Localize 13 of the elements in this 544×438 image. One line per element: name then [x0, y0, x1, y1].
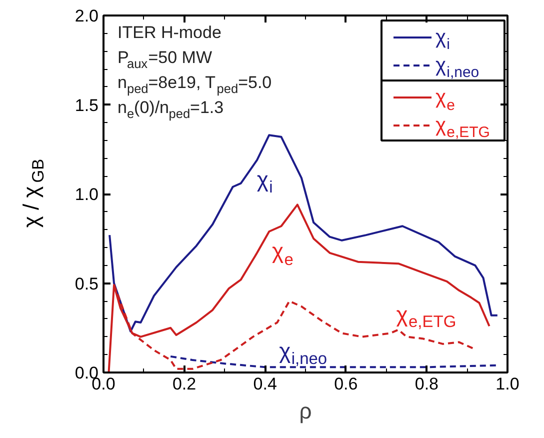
- x-tick-label: 0.2: [172, 374, 196, 394]
- y-tick-label: 1.5: [74, 96, 99, 115]
- x-tick-label: 0.6: [334, 374, 358, 394]
- x-tick-label: 1.0: [496, 374, 520, 394]
- x-tick-label: 0.8: [414, 374, 439, 394]
- y-tick-label: 2.0: [74, 6, 99, 26]
- annotation: ITER H-mode: [118, 23, 222, 42]
- y-axis-title: χ / χGB: [18, 158, 48, 228]
- x-tick-label: 0.4: [253, 374, 277, 394]
- line-series: [108, 204, 490, 372]
- x-axis-title: ρ: [299, 398, 312, 424]
- y-tick-label: 0.5: [74, 274, 99, 294]
- y-tick-label: 1.0: [74, 185, 99, 204]
